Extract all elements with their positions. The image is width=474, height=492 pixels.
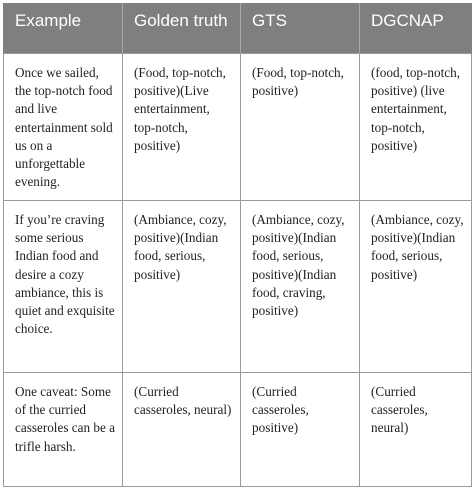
cell-gts: (Curried casseroles, positive)	[240, 372, 360, 487]
cell-gts: (Ambiance, cozy, positive)(Indian food, …	[240, 200, 360, 373]
cell-example: One caveat: Some of the curried casserol…	[3, 372, 123, 487]
cell-example: Once we sailed, the top-notch food and l…	[3, 53, 123, 201]
comparison-table: Example Golden truth GTS DGCNAP Once we …	[3, 3, 472, 487]
cell-gts: (Food, top-notch, positive)	[240, 53, 360, 201]
cell-dgcnap: (Ambiance, cozy, positive)(Indian food, …	[359, 200, 472, 373]
cell-golden-truth: (Food, top-notch, positive)(Live enterta…	[122, 53, 241, 201]
table-row: One caveat: Some of the curried casserol…	[3, 372, 472, 487]
header-dgcnap: DGCNAP	[359, 3, 472, 54]
cell-dgcnap: (food, top-notch, positive) (live entert…	[359, 53, 472, 201]
header-row: Example Golden truth GTS DGCNAP	[3, 3, 472, 54]
cell-dgcnap: (Curried casseroles, neural)	[359, 372, 472, 487]
header-golden-truth: Golden truth	[122, 3, 241, 54]
header-example: Example	[3, 3, 123, 54]
table-row: If you’re craving some serious Indian fo…	[3, 200, 472, 373]
comparison-table-container: Example Golden truth GTS DGCNAP Once we …	[3, 3, 472, 489]
cell-example: If you’re craving some serious Indian fo…	[3, 200, 123, 373]
cell-golden-truth: (Ambiance, cozy, positive)(Indian food, …	[122, 200, 241, 373]
table-row: Once we sailed, the top-notch food and l…	[3, 53, 472, 201]
header-gts: GTS	[240, 3, 360, 54]
cell-golden-truth: (Curried casseroles, neural)	[122, 372, 241, 487]
